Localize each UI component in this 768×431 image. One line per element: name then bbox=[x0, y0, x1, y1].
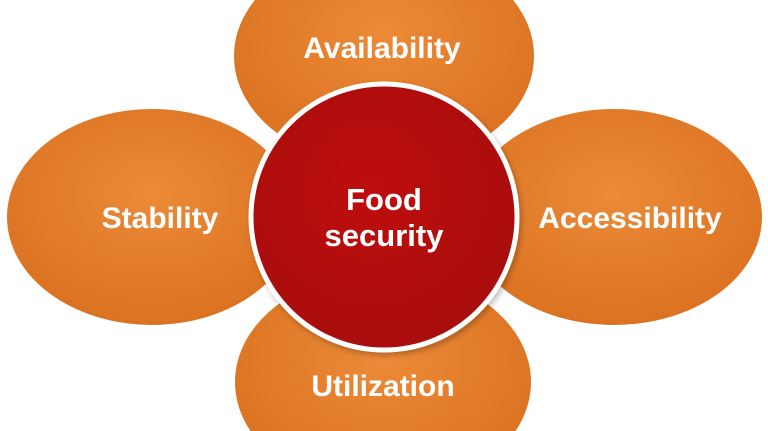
petal-right-shape bbox=[466, 109, 762, 325]
petal-top-label: Availability bbox=[303, 32, 461, 65]
center-label-line2: security bbox=[325, 218, 445, 253]
petal-left-label: Stability bbox=[102, 202, 219, 235]
petal-right-label: Accessibility bbox=[538, 202, 722, 235]
petal-left-shape bbox=[7, 109, 297, 325]
center-node: Food security bbox=[248, 81, 520, 353]
center-circle bbox=[248, 81, 520, 353]
petal-right: Accessibility bbox=[466, 109, 762, 325]
petal-bottom-label: Utilization bbox=[311, 370, 454, 403]
center-label-line1: Food bbox=[346, 182, 422, 217]
petal-left: Stability bbox=[7, 109, 297, 325]
